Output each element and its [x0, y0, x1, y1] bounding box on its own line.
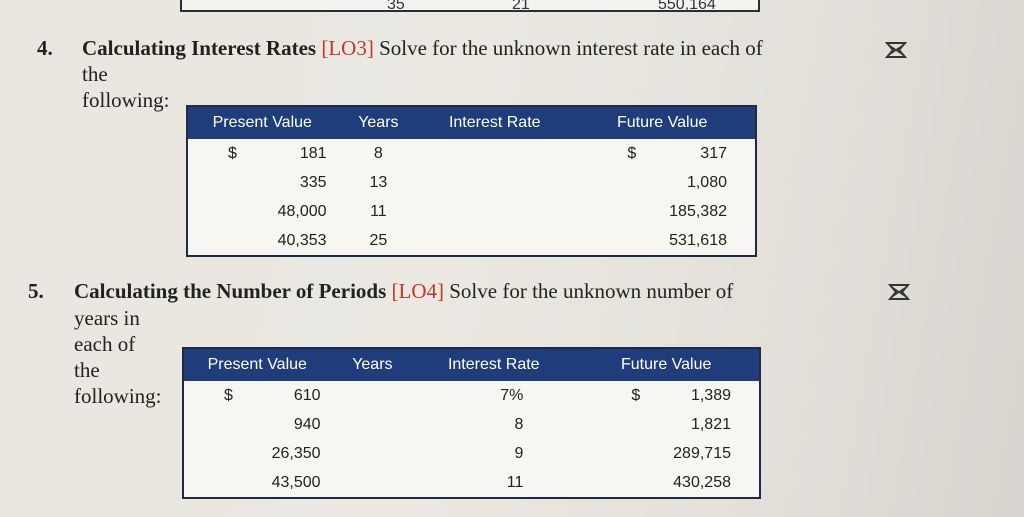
cell-future-value: 185,382 — [569, 197, 756, 226]
header-future-value: Future Value — [569, 106, 756, 139]
problem-number: 5. — [28, 279, 44, 303]
cell-years — [331, 468, 415, 498]
cell-future-value: 430,258 — [573, 468, 760, 498]
cell-present-value: 940 — [183, 410, 331, 439]
problem-title: Calculating Interest Rates — [82, 36, 317, 60]
header-years: Years — [336, 106, 421, 139]
cell-future-value: $1,389 — [573, 381, 760, 410]
table-row: $610 7% $1,389 — [183, 381, 760, 410]
future-value: 317 — [700, 144, 727, 162]
currency-symbol: $ — [631, 386, 641, 404]
cell-present-value: 40,353 — [187, 226, 337, 256]
table-row: 940 8 1,821 — [183, 410, 760, 439]
table-header-row: Present Value Years Interest Rate Future… — [183, 348, 760, 381]
table-row: 43,500 11 430,258 — [183, 468, 760, 498]
problem-statement-line2: years in each of the following: — [74, 306, 162, 408]
cell-years — [331, 381, 415, 410]
present-value: 940 — [293, 415, 321, 433]
cell-future-value: $317 — [569, 139, 756, 168]
prev-years-cell: 35 — [387, 0, 405, 13]
present-value: 43,500 — [271, 473, 321, 491]
future-value: 185,382 — [669, 202, 727, 220]
previous-table-fragment: 35 21 550,164 — [180, 0, 760, 13]
cell-present-value: 335 — [187, 168, 337, 197]
future-value: 1,389 — [690, 386, 731, 404]
cell-years: 8 — [373, 144, 383, 162]
previous-table-last-row: 35 21 550,164 — [182, 0, 758, 13]
cell-years: 11 — [370, 202, 387, 220]
table-row: 40,353 25 531,618 — [187, 226, 756, 256]
cell-interest-rate: 8 — [514, 415, 524, 433]
table-row: $181 8 $317 — [187, 139, 756, 168]
present-value: 610 — [293, 386, 321, 404]
problem-statement-line1: Calculating Interest Rates [LO3] Solve f… — [82, 35, 872, 61]
cell-present-value: $610 — [183, 381, 331, 410]
problem-statement-line2: the following: — [82, 62, 170, 112]
currency-symbol: $ — [228, 144, 237, 162]
cell-present-value: 26,350 — [183, 439, 331, 468]
present-value: 335 — [299, 173, 327, 191]
future-value: 531,618 — [669, 231, 727, 249]
cell-years — [331, 410, 415, 439]
present-value: 40,353 — [277, 231, 327, 249]
currency-symbol: $ — [627, 144, 637, 162]
header-present-value: Present Value — [187, 106, 337, 139]
cell-interest-rate — [420, 139, 569, 168]
cell-future-value: 1,080 — [569, 168, 756, 197]
excel-x-icon[interactable] — [885, 41, 907, 59]
header-interest-rate: Interest Rate — [420, 106, 570, 139]
future-value: 1,080 — [686, 173, 727, 191]
present-value: 181 — [299, 144, 327, 162]
cell-present-value: $181 — [187, 139, 337, 168]
problem-instruction: Solve for the unknown interest rate in e… — [379, 36, 763, 60]
header-present-value: Present Value — [183, 348, 331, 381]
problem-statement-line1: Calculating the Number of Periods [LO4] … — [74, 278, 874, 304]
cell-years: 13 — [369, 173, 388, 191]
cell-future-value: 1,821 — [573, 410, 760, 439]
cell-interest-rate: 7% — [500, 386, 524, 404]
table-row: 48,000 11 185,382 — [187, 197, 756, 226]
present-value: 48,000 — [277, 202, 327, 220]
cell-years: 25 — [369, 231, 388, 249]
cell-future-value: 531,618 — [569, 226, 756, 256]
cell-present-value: 48,000 — [187, 197, 337, 226]
present-value: 26,350 — [271, 444, 321, 462]
currency-symbol: $ — [224, 386, 233, 404]
cell-interest-rate — [420, 226, 569, 256]
table-row: 26,350 9 289,715 — [183, 439, 760, 468]
cell-interest-rate: 9 — [514, 444, 524, 462]
prev-rate-cell: 21 — [512, 0, 530, 13]
problem-instruction: Solve for the unknown number of — [449, 279, 734, 303]
header-interest-rate: Interest Rate — [414, 348, 574, 381]
table-row: 335 13 1,080 — [187, 168, 756, 197]
number-of-periods-table: Present Value Years Interest Rate Future… — [182, 347, 761, 499]
excel-x-icon[interactable] — [888, 283, 910, 301]
cell-present-value: 43,500 — [183, 468, 331, 498]
cell-interest-rate: 11 — [506, 473, 524, 491]
future-value: 430,258 — [673, 473, 731, 491]
header-future-value: Future Value — [573, 348, 760, 381]
prev-fv-cell: 550,164 — [658, 0, 716, 13]
cell-interest-rate — [420, 197, 569, 226]
learning-objective: [LO4] — [391, 279, 444, 303]
cell-interest-rate — [420, 168, 569, 197]
future-value: 1,821 — [690, 415, 731, 433]
table-header-row: Present Value Years Interest Rate Future… — [187, 106, 756, 139]
interest-rate-table: Present Value Years Interest Rate Future… — [186, 105, 757, 257]
future-value: 289,715 — [673, 444, 731, 462]
learning-objective: [LO3] — [321, 36, 374, 60]
header-years: Years — [330, 348, 415, 381]
problem-title: Calculating the Number of Periods — [74, 279, 387, 303]
cell-years — [331, 439, 415, 468]
problem-number: 4. — [37, 36, 53, 60]
cell-future-value: 289,715 — [573, 439, 760, 468]
